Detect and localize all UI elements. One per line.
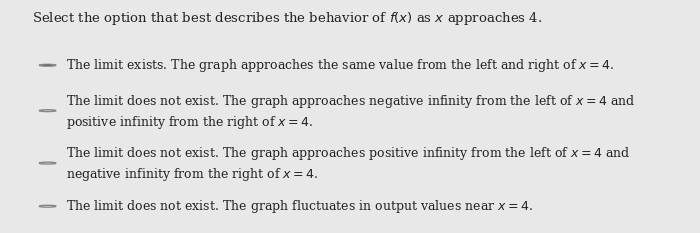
Text: The limit does not exist. The graph fluctuates in output values near $x = 4$.: The limit does not exist. The graph fluc… <box>66 198 533 215</box>
Ellipse shape <box>43 65 52 66</box>
Text: positive infinity from the right of $x = 4$.: positive infinity from the right of $x =… <box>66 114 314 131</box>
Text: The limit exists. The graph approaches the same value from the left and right of: The limit exists. The graph approaches t… <box>66 57 615 74</box>
Text: The limit does not exist. The graph approaches negative infinity from the left o: The limit does not exist. The graph appr… <box>66 93 636 110</box>
Text: Select the option that best describes the behavior of $f(x)$ as $x$ approaches 4: Select the option that best describes th… <box>32 10 542 27</box>
Text: negative infinity from the right of $x = 4$.: negative infinity from the right of $x =… <box>66 166 318 183</box>
Text: The limit does not exist. The graph approaches positive infinity from the left o: The limit does not exist. The graph appr… <box>66 145 631 162</box>
